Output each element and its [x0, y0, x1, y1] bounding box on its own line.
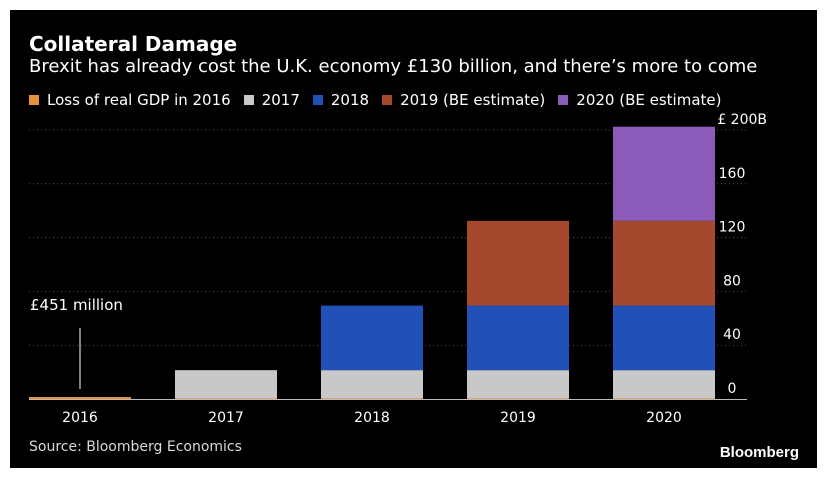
- y-tick-label: 80: [723, 273, 741, 289]
- y-tick-label: 120: [719, 220, 746, 236]
- y-tick-label: 0: [728, 381, 737, 397]
- annotation-label: £451 million: [30, 296, 123, 314]
- bar-segment: [467, 220, 569, 306]
- legend-swatch: [558, 95, 569, 105]
- bar-segment: [175, 370, 277, 399]
- legend-label: Loss of real GDP in 2016: [47, 91, 231, 109]
- chart-frame: Collateral Damage Brexit has already cos…: [10, 10, 817, 468]
- source-note: Source: Bloomberg Economics: [29, 439, 242, 455]
- legend: Loss of real GDP in 2016 2017 2018 2019 (BE…: [29, 91, 734, 109]
- legend-item: 2018: [312, 91, 370, 109]
- bar-segment: [613, 370, 715, 399]
- bar-segment: [467, 305, 569, 371]
- legend-label: 2017: [261, 91, 300, 109]
- bloomberg-logo: Bloomberg: [719, 444, 799, 461]
- bar-segment: [29, 397, 131, 399]
- legend-label: 2020 (BE estimate): [576, 91, 722, 109]
- x-tick-label: 2018: [354, 410, 390, 426]
- bar-segment: [613, 126, 715, 221]
- bar-segment: [467, 370, 569, 399]
- bar-segment: [613, 305, 715, 371]
- legend-swatch: [312, 95, 323, 105]
- chart-title: Collateral Damage: [29, 32, 238, 56]
- x-tick-label: 2017: [208, 410, 244, 426]
- chart-subtitle: Brexit has already cost the U.K. economy…: [29, 56, 758, 77]
- legend-label: 2018: [330, 91, 370, 109]
- bar-segment: [321, 305, 423, 371]
- y-tick-label: £ 200B: [717, 112, 767, 128]
- y-tick-label: 40: [723, 327, 741, 343]
- x-tick-label: 2019: [500, 410, 536, 426]
- legend-label: 2019 (BE estimate): [400, 91, 546, 109]
- legend-swatch: [29, 95, 39, 105]
- x-tick-label: 2016: [62, 410, 98, 426]
- legend-item: 2017: [243, 91, 300, 109]
- bar-segment: [321, 370, 423, 399]
- chart-plot: 0 40 80 120 160 £ 200B 2016 2017 2018 2019 2020 £45…: [29, 112, 767, 426]
- legend-item: 2019 (BE estimate): [382, 91, 545, 109]
- legend-item: Loss of real GDP in 2016: [29, 91, 231, 109]
- y-tick-label: 160: [719, 166, 746, 182]
- legend-swatch: [243, 95, 254, 105]
- legend-swatch: [382, 95, 393, 105]
- x-tick-label: 2020: [646, 410, 682, 426]
- legend-item: 2020 (BE estimate): [558, 91, 721, 109]
- bar-segment: [613, 220, 715, 306]
